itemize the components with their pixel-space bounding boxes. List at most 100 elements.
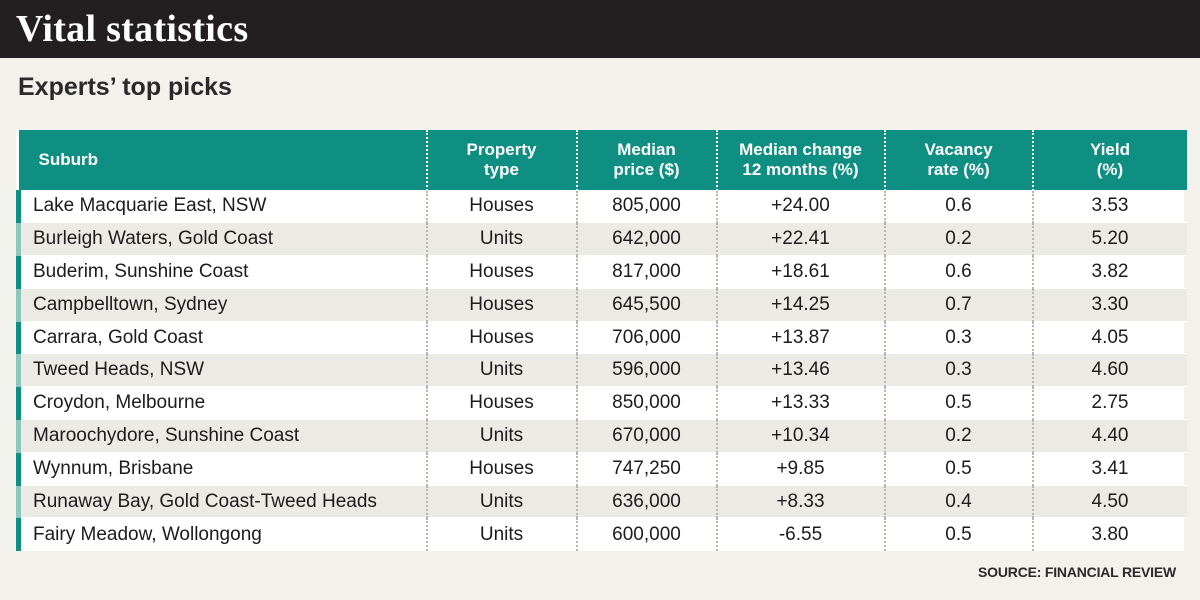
statistics-table-container: Suburb Property type Median price ($) Median … (16, 130, 1187, 551)
column-header-property-type: Property type (425, 130, 577, 190)
cell-median-price: 817,000 (575, 255, 717, 289)
cell-vacancy-rate: 0.2 (883, 222, 1033, 256)
cell-median-change: +9.85 (715, 451, 885, 486)
column-header-yield: Yield (%) (1031, 130, 1187, 190)
cell-yield: 3.30 (1031, 287, 1187, 322)
column-header-line: Median change (739, 139, 862, 159)
cell-property-type: Houses (425, 320, 577, 354)
cell-median-price: 805,000 (575, 189, 717, 223)
cell-median-change: +13.46 (715, 353, 885, 387)
cell-yield: 3.53 (1031, 189, 1187, 223)
cell-vacancy-rate: 0.5 (883, 386, 1033, 420)
cell-suburb: Lake Macquarie East, NSW (16, 189, 427, 223)
column-header-suburb: Suburb (19, 130, 427, 190)
table-row: Croydon, Melbourne Houses 850,000 +13.33 0.5… (16, 386, 1187, 420)
table-subtitle: Experts’ top picks (18, 73, 232, 101)
cell-yield: 3.82 (1031, 255, 1187, 289)
cell-vacancy-rate: 0.4 (883, 484, 1033, 518)
table-row: Lake Macquarie East, NSW Houses 805,000 +24… (16, 189, 1187, 223)
cell-yield: 4.50 (1031, 484, 1187, 518)
cell-median-price: 850,000 (575, 386, 717, 420)
table-row: Campbelltown, Sydney Houses 645,500 +14.25 0… (16, 287, 1187, 322)
cell-suburb: Runaway Bay, Gold Coast-Tweed Heads (16, 484, 427, 518)
cell-property-type: Units (425, 222, 577, 256)
cell-median-price: 747,250 (575, 451, 717, 486)
table-row: Maroochydore, Sunshine Coast Units 670,000… (16, 419, 1187, 453)
cell-vacancy-rate: 0.5 (883, 517, 1033, 551)
cell-yield: 2.75 (1031, 386, 1187, 420)
cell-vacancy-rate: 0.6 (883, 189, 1033, 223)
column-header-median-price: Median price ($) (575, 130, 717, 190)
table-body: Lake Macquarie East, NSW Houses 805,000 +24… (16, 189, 1187, 551)
cell-median-change: +13.33 (715, 386, 885, 420)
cell-property-type: Houses (425, 189, 577, 223)
cell-vacancy-rate: 0.5 (883, 451, 1033, 486)
cell-median-price: 642,000 (575, 222, 717, 256)
column-header-line: 12 months (%) (742, 159, 859, 179)
table-row: Burleigh Waters, Gold Coast Units 642,000 +… (16, 222, 1187, 256)
cell-suburb: Buderim, Sunshine Coast (16, 255, 427, 289)
cell-suburb: Carrara, Gold Coast (16, 320, 427, 354)
cell-vacancy-rate: 0.3 (883, 353, 1033, 387)
cell-suburb: Burleigh Waters, Gold Coast (16, 222, 427, 256)
cell-suburb: Wynnum, Brisbane (16, 451, 427, 486)
table-header: Suburb Property type Median price ($) Median … (18, 130, 1187, 190)
table-row: Buderim, Sunshine Coast Houses 817,000 +18.… (16, 255, 1187, 289)
cell-property-type: Units (425, 517, 577, 551)
cell-vacancy-rate: 0.6 (883, 255, 1033, 289)
cell-median-price: 645,500 (575, 287, 717, 322)
cell-median-price: 600,000 (575, 517, 717, 551)
cell-median-change: +18.61 (715, 255, 885, 289)
page-title: Vital statistics (16, 8, 249, 50)
column-header-line: type (484, 159, 519, 179)
column-header-line: price ($) (613, 159, 680, 179)
column-header-vacancy-rate: Vacancy rate (%) (883, 130, 1033, 190)
cell-yield: 4.40 (1031, 419, 1187, 453)
column-header-line: Median (617, 139, 676, 159)
cell-suburb: Campbelltown, Sydney (16, 287, 427, 322)
cell-suburb: Tweed Heads, NSW (16, 353, 427, 387)
column-header-median-change: Median change 12 months (%) (715, 130, 885, 190)
cell-yield: 3.41 (1031, 451, 1187, 486)
cell-vacancy-rate: 0.3 (883, 320, 1033, 354)
column-header-line: Suburb (38, 149, 99, 169)
column-header-line: Vacancy (924, 139, 993, 159)
cell-property-type: Houses (425, 287, 577, 322)
cell-median-change: +14.25 (715, 287, 885, 322)
cell-property-type: Units (425, 419, 577, 453)
title-banner: Vital statistics (0, 0, 1200, 58)
cell-median-change: +10.34 (715, 419, 885, 453)
statistics-table: Suburb Property type Median price ($) Median … (16, 130, 1187, 551)
cell-vacancy-rate: 0.7 (883, 287, 1033, 322)
cell-yield: 3.80 (1031, 517, 1187, 551)
cell-suburb: Maroochydore, Sunshine Coast (16, 419, 427, 453)
table-row: Carrara, Gold Coast Houses 706,000 +13.87 0.… (16, 320, 1187, 354)
cell-property-type: Houses (425, 386, 577, 420)
column-header-line: rate (%) (927, 159, 990, 179)
cell-vacancy-rate: 0.2 (883, 419, 1033, 453)
cell-median-change: +13.87 (715, 320, 885, 354)
cell-median-price: 670,000 (575, 419, 717, 453)
column-header-line: Yield (1090, 139, 1130, 159)
cell-median-price: 636,000 (575, 484, 717, 518)
cell-median-change: +24.00 (715, 189, 885, 223)
header-row: Suburb Property type Median price ($) Median … (18, 130, 1187, 190)
cell-yield: 5.20 (1031, 222, 1187, 256)
table-row: Tweed Heads, NSW Units 596,000 +13.46 0.3 4.6… (16, 353, 1187, 387)
cell-median-change: -6.55 (715, 517, 885, 551)
column-header-line: (%) (1096, 159, 1124, 179)
cell-property-type: Houses (425, 451, 577, 486)
cell-median-price: 596,000 (575, 353, 717, 387)
cell-suburb: Fairy Meadow, Wollongong (16, 517, 427, 551)
table-row: Fairy Meadow, Wollongong Units 600,000 -6.5… (16, 517, 1187, 551)
table-row: Wynnum, Brisbane Houses 747,250 +9.85 0.5 3.4… (16, 451, 1187, 486)
table-row: Runaway Bay, Gold Coast-Tweed Heads Units… (16, 484, 1187, 518)
cell-yield: 4.05 (1031, 320, 1187, 354)
cell-yield: 4.60 (1031, 353, 1187, 387)
column-header-line: Property (466, 139, 537, 159)
cell-median-change: +8.33 (715, 484, 885, 518)
source-credit: SOURCE: FINANCIAL REVIEW (978, 564, 1176, 580)
cell-suburb: Croydon, Melbourne (16, 386, 427, 420)
cell-property-type: Houses (425, 255, 577, 289)
cell-property-type: Units (425, 353, 577, 387)
